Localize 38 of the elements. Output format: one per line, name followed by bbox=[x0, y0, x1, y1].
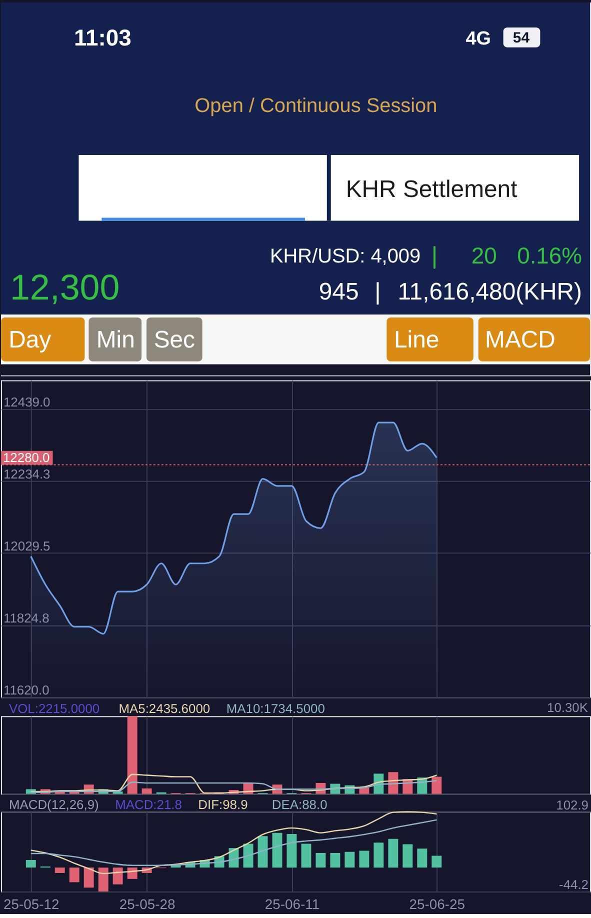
x-tick-label: 25-06-25 bbox=[409, 896, 466, 912]
text: 0.16% bbox=[517, 242, 582, 269]
text: 945 bbox=[318, 278, 359, 306]
x-tick-label: 25-05-28 bbox=[119, 896, 176, 912]
text: | bbox=[374, 278, 381, 306]
text: 10.30K bbox=[546, 700, 588, 716]
text: Open / Continuous Session bbox=[194, 95, 438, 118]
y-tick-label: 12439.0 bbox=[3, 394, 50, 410]
text: Sec bbox=[154, 326, 196, 354]
text: 20 bbox=[471, 242, 497, 269]
text: | bbox=[431, 242, 438, 270]
y-tick-label: 102.9 bbox=[556, 797, 589, 812]
y-tick-label: -44.2 bbox=[559, 877, 589, 892]
annotation: VOL:2215.0000 bbox=[8, 701, 100, 716]
text: MA5:2435.6000 bbox=[118, 701, 210, 716]
text: Day bbox=[8, 326, 52, 354]
text: MACD bbox=[485, 326, 556, 354]
x-tick-label: 25-05-12 bbox=[3, 896, 60, 912]
text: 4G bbox=[466, 28, 492, 50]
y-tick-label: 12029.5 bbox=[3, 538, 50, 554]
text: DEA:88.0 bbox=[272, 796, 328, 812]
text: Min bbox=[96, 326, 135, 354]
text: DIF:98.9 bbox=[198, 796, 248, 812]
x-tick-label: 25-06-11 bbox=[264, 896, 320, 912]
y-tick-label: 12234.3 bbox=[3, 466, 50, 482]
text: Line bbox=[394, 326, 440, 354]
y-tick-label: 11824.8 bbox=[3, 610, 50, 626]
text: MA10:1734.5000 bbox=[226, 701, 325, 716]
ref-line-label: 12280.0 bbox=[2, 450, 50, 465]
text: 11:03 bbox=[74, 24, 132, 50]
text: MACD:21.8 bbox=[115, 796, 182, 812]
text: 54 bbox=[512, 29, 530, 46]
chart-title: MACD(12,26,9) bbox=[8, 796, 99, 812]
y-tick-label: 11620.0 bbox=[3, 682, 50, 698]
text: 12,300 bbox=[10, 268, 120, 308]
text: KHR Settlement bbox=[346, 176, 518, 203]
text: KHR/USD: 4,009 bbox=[270, 246, 421, 268]
text: 11,616,480(KHR) bbox=[398, 278, 582, 306]
